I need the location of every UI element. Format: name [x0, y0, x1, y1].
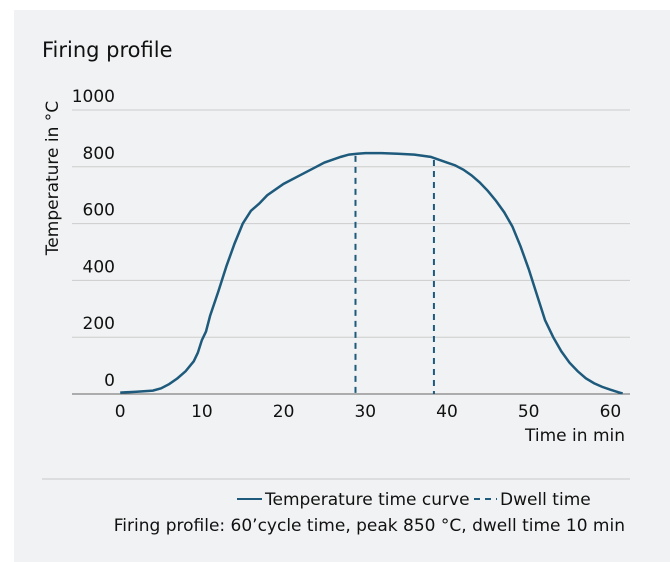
- y-tick-label: 400: [83, 257, 115, 277]
- x-tick-label: 40: [436, 402, 458, 422]
- legend-label: Temperature time curve: [264, 490, 470, 510]
- y-tick-label: 600: [83, 201, 115, 221]
- y-tick-label: 800: [83, 144, 115, 164]
- panel: [14, 10, 670, 562]
- x-tick-label: 20: [273, 402, 295, 422]
- y-tick-label: 1000: [72, 87, 115, 107]
- x-tick-label: 60: [600, 402, 622, 422]
- y-tick-label: 200: [83, 314, 115, 334]
- x-tick-label: 50: [518, 402, 540, 422]
- x-tick-label: 30: [354, 402, 376, 422]
- y-tick-label: 0: [104, 371, 115, 391]
- x-tick-label: 10: [191, 402, 213, 422]
- caption: Firing profile: 60’cycle time, peak 850 …: [114, 516, 625, 536]
- x-tick-label: 0: [115, 402, 126, 422]
- temperature-curve: [120, 151, 623, 395]
- chart-title: Firing profile: [42, 38, 173, 62]
- y-axis-label: Temperature in °C: [43, 101, 63, 256]
- legend-label: Dwell time: [500, 490, 591, 510]
- x-axis-label: Time in min: [524, 426, 625, 446]
